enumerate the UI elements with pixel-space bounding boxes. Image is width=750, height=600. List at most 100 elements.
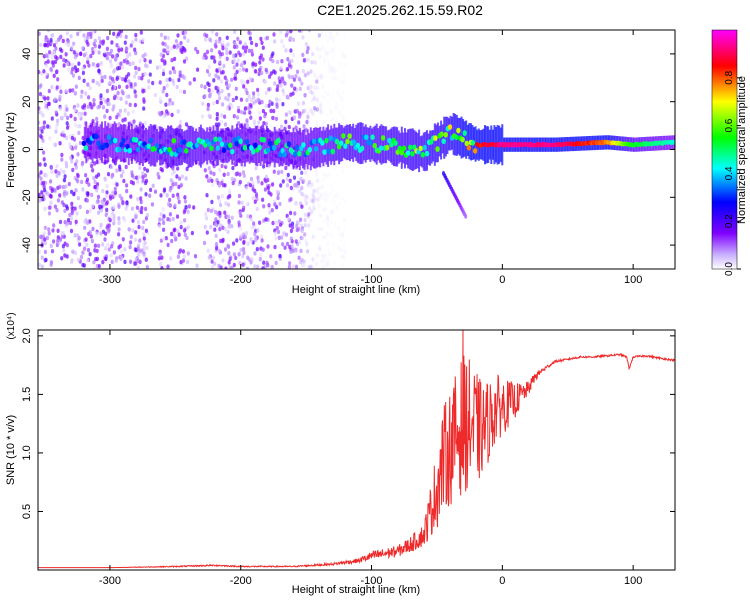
noise-cell [301, 52, 305, 58]
noise-cell [316, 178, 320, 183]
noise-cell [336, 226, 340, 231]
noise-cell [70, 70, 74, 75]
noise-cell [340, 166, 344, 171]
noise-cell [299, 217, 303, 222]
noise-cell [108, 59, 113, 64]
noise-cell [232, 58, 236, 63]
noise-cell [217, 91, 221, 96]
noise-cell [115, 168, 119, 173]
noise-cell [76, 196, 80, 201]
track-cell [295, 145, 300, 151]
noise-cell [269, 108, 273, 114]
noise-cell [139, 209, 143, 215]
noise-cell [340, 255, 344, 260]
track-cell [424, 150, 430, 157]
noise-cell [333, 69, 337, 75]
noise-cell [249, 115, 253, 120]
noise-cell [310, 60, 314, 65]
noise-cell [72, 41, 76, 46]
track-cell [249, 145, 254, 151]
noise-cell [286, 95, 290, 100]
noise-cell [289, 249, 293, 254]
noise-cell [342, 217, 346, 223]
track-cell [324, 137, 329, 144]
track-cell [278, 152, 283, 158]
track-halo [178, 128, 180, 166]
y-tick-label: 1.5 [21, 387, 33, 402]
noise-cell [91, 50, 95, 55]
noise-cell [251, 61, 255, 66]
track-cell [326, 148, 331, 154]
noise-cell [44, 100, 48, 106]
noise-cell [168, 212, 172, 217]
noise-cell [71, 249, 75, 254]
noise-cell [278, 253, 282, 259]
noise-cell [62, 193, 67, 198]
noise-cell [51, 228, 55, 233]
noise-cell [60, 256, 64, 261]
noise-cell [327, 100, 331, 106]
noise-cell [305, 49, 309, 55]
noise-cell [289, 30, 293, 34]
noise-cell [228, 50, 232, 55]
noise-cell [77, 75, 81, 81]
noise-cell [107, 223, 111, 228]
noise-cell [309, 84, 313, 90]
noise-cell [38, 173, 41, 178]
noise-cell [224, 81, 229, 86]
noise-cell [123, 247, 127, 252]
track-halo [385, 126, 388, 164]
track-cell [167, 146, 172, 153]
noise-cell [38, 91, 43, 97]
noise-cell [341, 104, 346, 110]
noise-cell [147, 79, 151, 84]
track-halo [311, 130, 314, 167]
noise-cell [95, 199, 99, 205]
noise-cell [167, 101, 171, 107]
noise-cell [131, 218, 135, 223]
noise-cell [261, 57, 265, 62]
noise-cell [97, 36, 101, 41]
noise-cell [206, 207, 210, 213]
noise-cell [245, 68, 249, 73]
noise-cell [271, 58, 275, 64]
noise-cell [200, 114, 205, 119]
noise-cell [332, 74, 337, 80]
noise-cell [176, 195, 180, 200]
noise-cell [60, 115, 64, 121]
x-tick-label: -300 [99, 575, 121, 587]
snr-scale-label: (x10⁴) [6, 312, 17, 339]
noise-cell [234, 172, 238, 177]
noise-cell [99, 39, 103, 45]
noise-cell [116, 61, 120, 67]
noise-cell [340, 254, 345, 259]
noise-cell [78, 124, 82, 129]
noise-cell [333, 222, 337, 227]
noise-cell [243, 106, 247, 111]
noise-cell [335, 32, 339, 37]
noise-cell [214, 73, 218, 79]
track-halo [440, 120, 443, 160]
noise-cell [159, 193, 163, 198]
noise-cell [188, 81, 192, 86]
noise-cell [214, 233, 218, 239]
noise-cell [64, 88, 68, 94]
noise-cell [212, 255, 216, 260]
track-halo [214, 130, 217, 161]
noise-cell [124, 34, 128, 40]
noise-cell [306, 57, 310, 63]
noise-cell [336, 190, 340, 195]
noise-cell [96, 63, 100, 68]
track-halo [466, 124, 469, 156]
noise-cell [128, 244, 132, 250]
noise-cell [174, 181, 178, 187]
noise-cell [260, 234, 264, 239]
track-cell [334, 138, 340, 145]
track-halo [251, 128, 254, 163]
noise-cell [164, 236, 168, 241]
noise-cell [144, 206, 148, 212]
noise-cell [205, 216, 209, 221]
track-cell [169, 151, 174, 157]
track-cell [280, 147, 285, 154]
noise-cell [159, 261, 163, 267]
